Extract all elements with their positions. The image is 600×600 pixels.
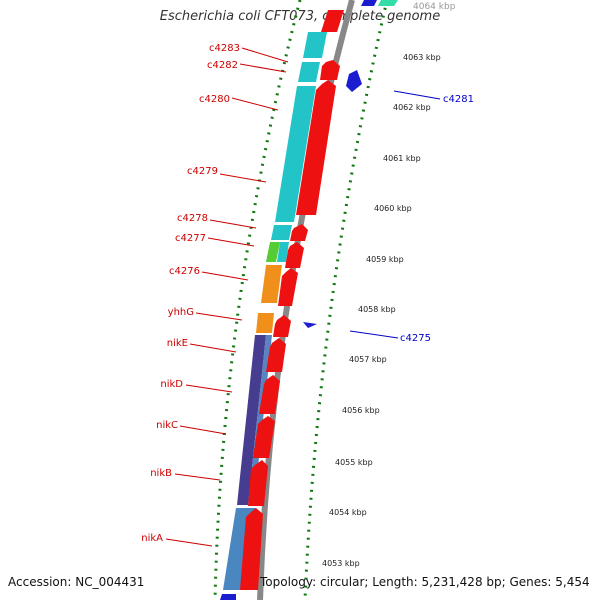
gene-label-c4276: c4276 xyxy=(169,266,200,277)
label-leaders xyxy=(165,47,289,547)
gene-label-c4282: c4282 xyxy=(207,60,238,71)
tick-label-4053: 4053 kbp xyxy=(322,559,360,568)
forward-genes xyxy=(240,10,344,590)
gene-label-nikC: nikC xyxy=(156,420,178,431)
gene-label-yhhG: yhhG xyxy=(168,307,194,318)
accession-text: Accession: NC_004431 xyxy=(8,575,145,589)
gene-label-c4283: c4283 xyxy=(209,43,240,54)
gene-label-c4277: c4277 xyxy=(175,233,206,244)
gene-top-blue xyxy=(361,0,377,6)
outer-ring xyxy=(303,0,389,600)
tick-label-4057: 4057 kbp xyxy=(349,355,387,364)
tick-label-4061: 4061 kbp xyxy=(383,154,421,163)
gene-label-c4278: c4278 xyxy=(177,213,208,224)
gene-label-nikE: nikE xyxy=(167,338,188,349)
tick-label-4062: 4062 kbp xyxy=(393,103,431,112)
tick-label-4054: 4054 kbp xyxy=(329,508,367,517)
gene-c4275 xyxy=(303,322,317,328)
gene-label-nikD: nikD xyxy=(160,379,183,390)
tick-label-4059: 4059 kbp xyxy=(366,255,404,264)
gene-label-c4275: c4275 xyxy=(400,333,431,344)
gene-c4281 xyxy=(346,70,362,92)
gene-label-c4279: c4279 xyxy=(187,166,218,177)
tick-label-clipped: 4064 kbp xyxy=(413,2,456,12)
tick-label-4055: 4055 kbp xyxy=(335,458,373,467)
map-title: Escherichia coli CFT073, complete genome xyxy=(159,9,441,24)
gene-label-nikA: nikA xyxy=(141,533,163,544)
gene-top-teal xyxy=(378,0,398,6)
tick-label-4056: 4056 kbp xyxy=(342,406,380,415)
gene-label-c4281: c4281 xyxy=(443,94,474,105)
tick-label-4063: 4063 kbp xyxy=(403,53,441,62)
blue-leaders xyxy=(349,90,441,339)
gene-label-nikB: nikB xyxy=(150,468,172,479)
tick-label-4058: 4058 kbp xyxy=(358,305,396,314)
tick-label-4060: 4060 kbp xyxy=(374,204,412,213)
genome-summary-text: Topology: circular; Length: 5,231,428 bp… xyxy=(260,575,590,589)
gene-label-c4280: c4280 xyxy=(199,94,230,105)
